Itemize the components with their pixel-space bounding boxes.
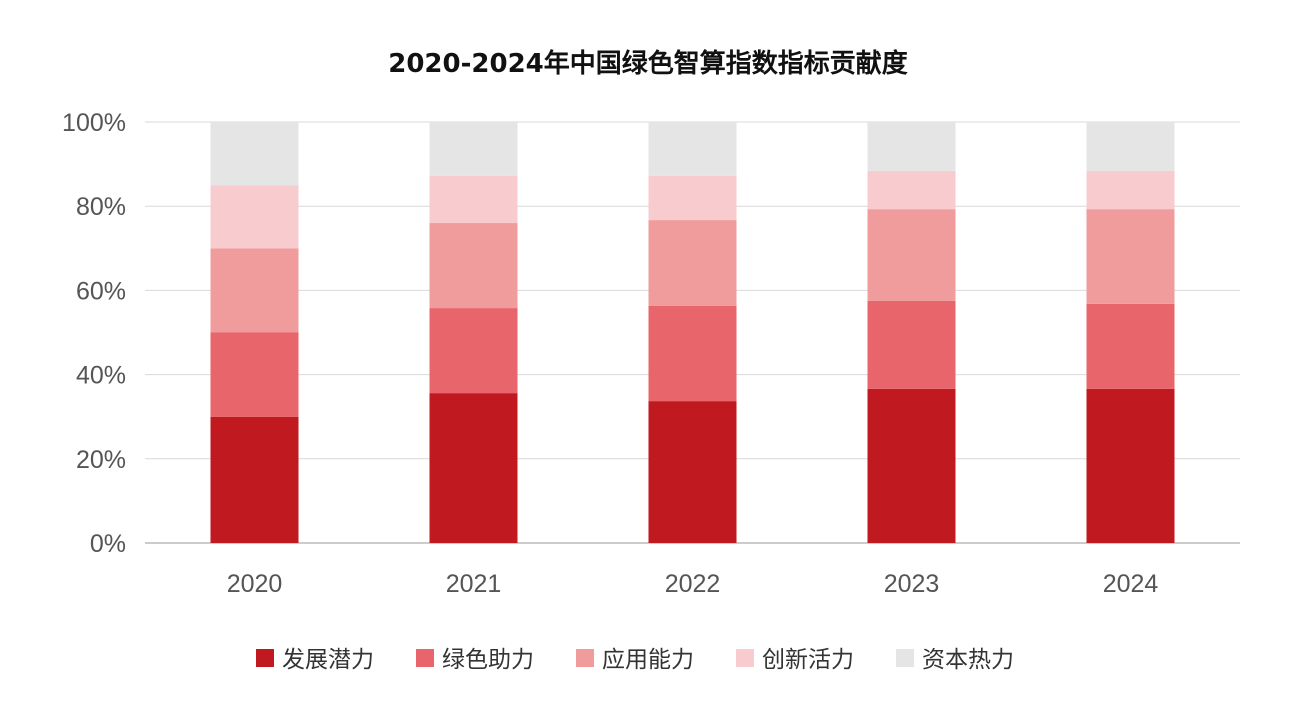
legend-swatch (736, 649, 754, 667)
bar-segment-2023-3 (867, 170, 956, 210)
bar-segment-2021-4 (429, 122, 518, 176)
x-tick-label: 2024 (1103, 570, 1159, 598)
y-tick-label: 40% (76, 362, 126, 390)
bar-segment-2020-3 (210, 185, 299, 249)
bar-segment-2021-1 (429, 308, 518, 394)
legend-item: 资本热力 (896, 647, 1014, 673)
bar-segment-2021-3 (429, 175, 518, 224)
bar-segment-2023-4 (867, 122, 956, 171)
bar-segment-2023-2 (867, 209, 956, 301)
y-tick-label: 20% (76, 446, 126, 474)
bar-segment-2020-4 (210, 122, 299, 186)
legend-swatch (416, 649, 434, 667)
bar-segment-2022-1 (648, 305, 737, 402)
bar-segment-2020-2 (210, 248, 299, 333)
y-tick-label: 100% (62, 109, 126, 137)
y-tick-label: 80% (76, 193, 126, 221)
x-tick-label: 2022 (665, 570, 721, 598)
bar-segment-2021-2 (429, 223, 518, 309)
bar-segment-2024-4 (1086, 122, 1175, 171)
legend-label: 绿色助力 (442, 647, 534, 673)
bar-segment-2022-3 (648, 175, 737, 221)
bar-segment-2022-0 (648, 401, 737, 543)
legend-swatch (896, 649, 914, 667)
x-tick-label: 2023 (884, 570, 940, 598)
legend-label: 创新活力 (762, 647, 854, 673)
legend-label: 应用能力 (602, 647, 694, 673)
legend-item: 创新活力 (736, 647, 854, 673)
legend-item: 绿色助力 (416, 647, 534, 673)
y-tick-label: 0% (90, 530, 126, 558)
chart-title: 2020-2024年中国绿色智算指数指标贡献度 (388, 48, 908, 79)
bar-segment-2022-4 (648, 122, 737, 176)
x-tick-label: 2020 (227, 570, 283, 598)
bar-segment-2023-0 (867, 388, 956, 543)
x-tick-label: 2021 (446, 570, 502, 598)
y-tick-label: 60% (76, 277, 126, 305)
legend-label: 发展潜力 (282, 647, 374, 673)
bar-segment-2021-0 (429, 393, 518, 543)
legend-item: 发展潜力 (256, 647, 374, 673)
bar-segment-2020-0 (210, 416, 299, 543)
bar-segment-2024-1 (1086, 303, 1175, 389)
bar-segment-2020-1 (210, 332, 299, 417)
legend-item: 应用能力 (576, 647, 694, 673)
bar-segment-2024-0 (1086, 388, 1175, 543)
legend-swatch (576, 649, 594, 667)
bar-segment-2023-1 (867, 300, 956, 389)
legend-swatch (256, 649, 274, 667)
bar-segment-2024-3 (1086, 170, 1175, 210)
legend-label: 资本热力 (922, 647, 1014, 673)
bar-segment-2024-2 (1086, 209, 1175, 304)
bar-segment-2022-2 (648, 220, 737, 306)
